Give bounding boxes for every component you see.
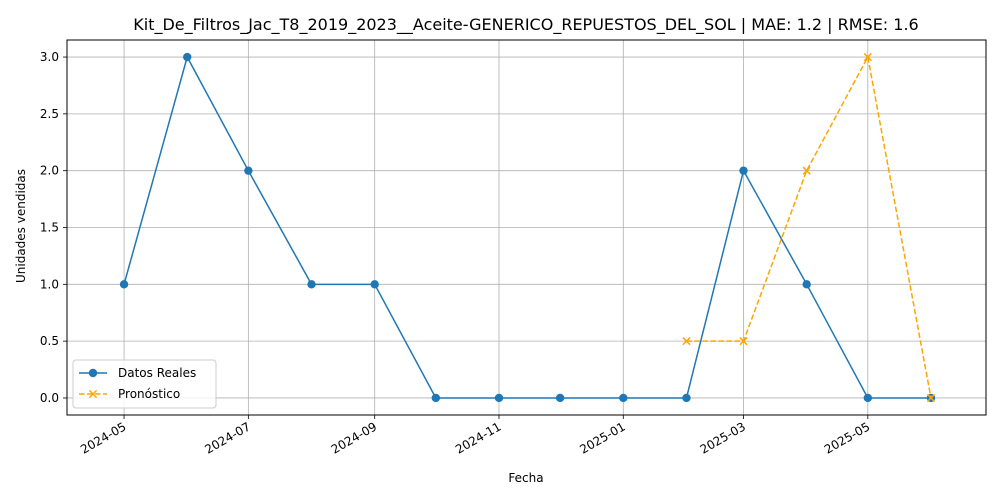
grid [67, 40, 986, 415]
forecast-line [686, 54, 932, 399]
series-layer [119, 52, 936, 403]
chart-title: Kit_De_Filtros_Jac_T8_2019_2023__Aceite-… [133, 15, 918, 35]
actual-point [802, 280, 811, 289]
x-tick-label: 2025-01 [577, 419, 627, 456]
legend-item-actual: Datos Reales [79, 366, 196, 380]
actual-point [370, 280, 379, 289]
series-forecast [682, 52, 936, 403]
actual-line [123, 55, 931, 399]
actual-point [119, 280, 129, 289]
legend-item-forecast: Pronóstico [79, 387, 180, 401]
y-tick-label: 0.5 [40, 334, 59, 348]
actual-point [494, 393, 504, 403]
y-tick-label: 1.5 [40, 221, 59, 235]
y-tick-label: 2.0 [40, 164, 59, 178]
y-tick-label: 0.0 [40, 391, 59, 405]
x-tick-label: 2024-09 [329, 419, 379, 456]
actual-point [307, 280, 316, 289]
actual-point [739, 166, 748, 175]
actual-point [682, 393, 691, 403]
forecast-point [682, 337, 691, 346]
actual-point [431, 393, 441, 403]
actual-point [183, 52, 192, 62]
y-tick-label: 1.0 [40, 277, 59, 291]
legend-marker [88, 389, 98, 399]
forecast-point [802, 166, 811, 175]
x-tick-label: 2024-05 [78, 419, 128, 456]
actual-point [555, 393, 565, 403]
x-tick-label: 2024-07 [202, 419, 252, 456]
y-axis-label: Unidades vendidas [14, 169, 28, 283]
actual-point [244, 166, 253, 175]
x-tick-label: 2025-05 [822, 419, 872, 456]
forecast-point [739, 337, 748, 346]
y-tick-label: 3.0 [40, 50, 59, 64]
x-axis-label: Fecha [508, 471, 543, 485]
forecast-point [926, 393, 936, 403]
x-tick-label: 2025-03 [698, 419, 748, 456]
actual-point [619, 393, 628, 403]
legend-box [72, 359, 217, 409]
forecast-point [863, 52, 872, 62]
legend-marker [88, 368, 98, 378]
y-tick-label: 2.5 [40, 107, 59, 121]
legend-label: Pronóstico [118, 387, 180, 401]
legend-label: Datos Reales [118, 366, 196, 380]
x-tick-label: 2024-11 [453, 419, 503, 456]
actual-point [863, 393, 873, 403]
legend: Datos Reales Pronóstico [72, 359, 217, 409]
